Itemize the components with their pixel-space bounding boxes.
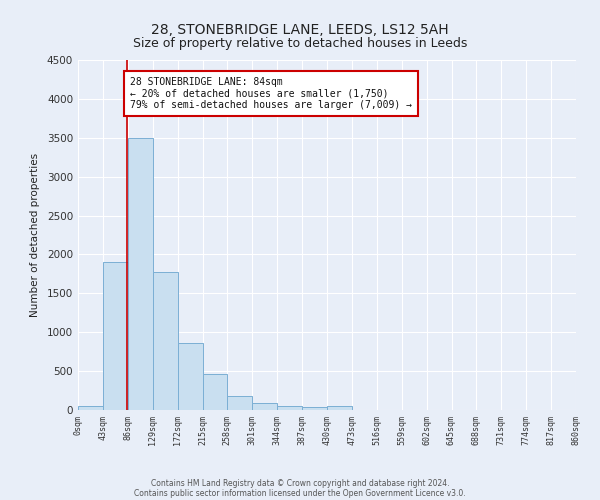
Text: 28 STONEBRIDGE LANE: 84sqm
← 20% of detached houses are smaller (1,750)
79% of s: 28 STONEBRIDGE LANE: 84sqm ← 20% of deta… xyxy=(130,77,412,110)
Bar xyxy=(252,403,277,410)
Bar xyxy=(327,406,352,410)
Bar xyxy=(152,272,178,410)
Bar xyxy=(178,343,203,410)
Text: 28, STONEBRIDGE LANE, LEEDS, LS12 5AH: 28, STONEBRIDGE LANE, LEEDS, LS12 5AH xyxy=(151,22,449,36)
Text: Size of property relative to detached houses in Leeds: Size of property relative to detached ho… xyxy=(133,38,467,51)
Bar xyxy=(302,407,327,410)
Text: Contains public sector information licensed under the Open Government Licence v3: Contains public sector information licen… xyxy=(134,488,466,498)
Text: Contains HM Land Registry data © Crown copyright and database right 2024.: Contains HM Land Registry data © Crown c… xyxy=(151,478,449,488)
Bar xyxy=(227,396,253,410)
Bar xyxy=(78,406,103,410)
Bar xyxy=(103,262,128,410)
Bar xyxy=(203,374,227,410)
Bar xyxy=(128,138,152,410)
Y-axis label: Number of detached properties: Number of detached properties xyxy=(30,153,40,317)
Bar xyxy=(277,406,302,410)
